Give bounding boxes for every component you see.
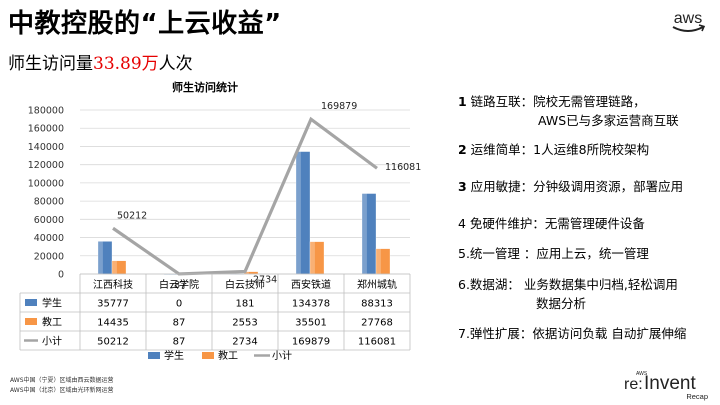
- line-data-label: 169879: [321, 101, 357, 112]
- bar-highlight: [244, 271, 249, 274]
- feature-number: 2: [458, 142, 467, 157]
- reinvent-recap-text: Recap: [686, 392, 708, 401]
- feature-text-continued: AWS已与多家运营商互联: [538, 113, 679, 128]
- line-data-label: 87: [174, 280, 186, 291]
- table-cell: 35777: [97, 299, 129, 310]
- table-cell: 50212: [97, 337, 129, 348]
- table-legend-key: [25, 299, 37, 306]
- line-data-label: 50212: [117, 210, 147, 221]
- feature-number: 3: [458, 179, 467, 194]
- feature-number: 1: [458, 94, 467, 109]
- bar-highlight: [296, 151, 301, 274]
- y-tick-label: 180000: [28, 106, 64, 117]
- table-cell: 87: [173, 337, 186, 348]
- table-cell: 14435: [97, 318, 129, 329]
- feature-item: 3 应用敏捷：分钟级调用资源，部署应用: [458, 177, 683, 196]
- feature-item: 6.数据湖： 业务数据集中归档,轻松调用数据分析: [458, 275, 678, 313]
- table-legend-key: [25, 318, 37, 325]
- feature-text-continued: 数据分析: [536, 296, 587, 311]
- legend-key: [202, 352, 214, 359]
- x-category-label: 西安铁道: [291, 278, 331, 291]
- feature-text: 链路互联：院校无需管理链路，: [466, 94, 646, 109]
- line-series-total: [112, 116, 378, 276]
- table-cell: 2734: [232, 337, 257, 348]
- table-series-name: 学生: [42, 297, 62, 310]
- footnote-line: AWS中国（宁夏）区域由西云数据运营: [10, 377, 114, 384]
- reinvent-re-text: re:: [624, 376, 643, 393]
- y-tick-label: 0: [58, 270, 64, 281]
- legend-key: [148, 352, 160, 359]
- y-tick-label: 160000: [28, 124, 64, 135]
- feature-text: 6.数据湖： 业务数据集中归档,轻松调用: [458, 277, 678, 292]
- feature-text: 应用敏捷：分钟级调用资源，部署应用: [466, 179, 684, 194]
- reinvent-recap-logo: AWS re: Invent Recap: [624, 371, 708, 401]
- feature-text: 4 免硬件维护：无需管理硬件设备: [458, 216, 645, 231]
- bar-highlight: [362, 193, 367, 274]
- reinvent-main-text: Invent: [644, 373, 696, 394]
- table-cell: 169879: [292, 337, 330, 348]
- table-series-name: 教工: [42, 316, 62, 329]
- table-cell: 35501: [295, 318, 327, 329]
- feature-item: 5.统一管理 ：应用上云，统一管理: [458, 244, 649, 263]
- feature-item: 1 链路互联：院校无需管理链路， AWS已与多家运营商互联: [458, 92, 679, 130]
- aws-logo: aws: [672, 10, 706, 32]
- legend-label: 小计: [272, 349, 292, 362]
- feature-item: 2 运维简单：1人运维8所院校架构: [458, 140, 649, 159]
- x-category-label: 白云学院: [159, 278, 199, 291]
- footnote-line: AWS中国（北京）区域由光环新网运营: [10, 387, 114, 394]
- table-cell: 27768: [361, 318, 393, 329]
- slide-title: 中教控股的“上云收益”: [8, 9, 282, 39]
- y-tick-label: 80000: [34, 197, 64, 208]
- y-tick-label: 20000: [34, 251, 64, 262]
- table-cell: 88313: [361, 299, 393, 310]
- x-category-label: 江西科技: [93, 278, 133, 291]
- visit-chart: 师生访问统计 0 20000 40000 60000 80000 100000 120000 1…: [19, 80, 421, 362]
- bar-highlight: [112, 260, 117, 274]
- legend-label: 教工: [218, 349, 238, 362]
- bar-highlight: [98, 241, 103, 274]
- y-tick-label: 140000: [28, 142, 64, 153]
- footnotes: AWS中国（宁夏）区域由西云数据运营 AWS中国（北京）区域由光环新网运营: [10, 376, 114, 396]
- feature-item: 4 免硬件维护：无需管理硬件设备: [458, 214, 645, 233]
- y-tick-label: 60000: [34, 215, 64, 226]
- aws-arrow-icon: [698, 24, 706, 32]
- chart-title: 师生访问统计: [172, 80, 238, 94]
- subtitle: 师生访问量33.89万人次: [8, 49, 193, 74]
- y-tick-label: 40000: [34, 233, 64, 244]
- bar-highlight: [310, 241, 315, 274]
- subtitle-suffix: 人次: [158, 54, 193, 74]
- legend-label: 学生: [164, 349, 184, 362]
- subtitle-highlight: 33.89万: [93, 54, 159, 74]
- line-data-label: 116081: [385, 162, 421, 173]
- feature-item: 7.弹性扩展：依据访问负载 自动扩展伸缩: [458, 324, 686, 343]
- feature-text: 运维简单：1人运维8所院校架构: [466, 142, 650, 157]
- reinvent-aws-text: AWS: [636, 371, 648, 377]
- feature-text: 5.统一管理 ：应用上云，统一管理: [458, 246, 649, 261]
- x-category-label: 郑州城轨: [357, 278, 397, 291]
- table-cell: 87: [173, 318, 186, 329]
- table-cell: 2553: [232, 318, 257, 329]
- line-data-label: 2734: [253, 275, 277, 286]
- y-tick-label: 120000: [28, 160, 64, 171]
- aws-logo-text: aws: [674, 10, 702, 27]
- y-tick-label: 100000: [28, 178, 64, 189]
- table-cell: 181: [235, 299, 254, 310]
- table-cell: 134378: [292, 299, 330, 310]
- feature-text: 7.弹性扩展：依据访问负载 自动扩展伸缩: [458, 326, 687, 341]
- table-cell: 0: [176, 299, 182, 310]
- table-cell: 116081: [358, 337, 396, 348]
- subtitle-prefix: 师生访问量: [8, 54, 93, 74]
- x-category-label: 白云技师: [225, 278, 265, 291]
- table-series-name: 小计: [42, 335, 62, 348]
- bar-highlight: [376, 248, 381, 274]
- aws-smile-icon: [672, 26, 704, 32]
